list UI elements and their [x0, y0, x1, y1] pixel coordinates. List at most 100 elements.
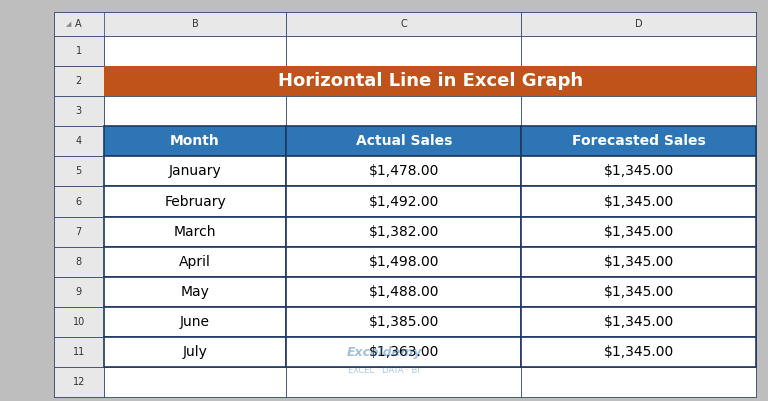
Bar: [54, 367, 104, 397]
Text: EXCEL · DATA · BI: EXCEL · DATA · BI: [348, 367, 420, 375]
Bar: [521, 156, 756, 186]
Text: $1,363.00: $1,363.00: [369, 345, 439, 359]
Bar: [54, 156, 104, 186]
Bar: [104, 66, 756, 96]
Bar: [521, 337, 756, 367]
Text: 1: 1: [76, 46, 81, 56]
Bar: [104, 12, 286, 36]
Text: Actual Sales: Actual Sales: [356, 134, 452, 148]
Bar: [286, 337, 521, 367]
Bar: [54, 307, 104, 337]
Text: Forecasted Sales: Forecasted Sales: [572, 134, 706, 148]
Bar: [286, 126, 521, 156]
Bar: [521, 277, 756, 307]
Bar: [286, 247, 521, 277]
Text: 11: 11: [73, 347, 84, 357]
Text: $1,488.00: $1,488.00: [369, 285, 439, 299]
Bar: [286, 217, 521, 247]
Bar: [521, 186, 756, 217]
Bar: [104, 277, 286, 307]
Bar: [54, 277, 104, 307]
Text: $1,345.00: $1,345.00: [604, 345, 674, 359]
Text: $1,385.00: $1,385.00: [369, 315, 439, 329]
Bar: [521, 36, 756, 66]
Text: April: April: [179, 255, 211, 269]
Bar: [521, 367, 756, 397]
Bar: [521, 247, 756, 277]
Text: ◢: ◢: [66, 21, 71, 27]
Bar: [54, 66, 104, 96]
Bar: [286, 156, 521, 186]
Bar: [54, 217, 104, 247]
Text: 6: 6: [76, 196, 81, 207]
Text: 5: 5: [75, 166, 82, 176]
Text: D: D: [635, 19, 643, 29]
Bar: [286, 96, 521, 126]
Bar: [286, 36, 521, 66]
Text: 3: 3: [76, 106, 81, 116]
Text: $1,498.00: $1,498.00: [369, 255, 439, 269]
Text: A: A: [75, 19, 82, 29]
Bar: [104, 337, 286, 367]
Text: $1,345.00: $1,345.00: [604, 164, 674, 178]
Bar: [286, 307, 521, 337]
Bar: [54, 126, 104, 156]
Text: 2: 2: [75, 76, 82, 86]
Bar: [104, 277, 286, 307]
Text: B: B: [192, 19, 198, 29]
Text: 4: 4: [76, 136, 81, 146]
Bar: [521, 307, 756, 337]
Text: 7: 7: [75, 227, 82, 237]
Bar: [521, 247, 756, 277]
Text: $1,492.00: $1,492.00: [369, 194, 439, 209]
Bar: [54, 337, 104, 367]
Bar: [104, 217, 286, 247]
Text: $1,345.00: $1,345.00: [604, 315, 674, 329]
Bar: [104, 36, 286, 66]
Text: February: February: [164, 194, 226, 209]
Bar: [104, 66, 286, 96]
Bar: [54, 186, 104, 217]
Bar: [286, 277, 521, 307]
Bar: [521, 186, 756, 217]
Bar: [521, 277, 756, 307]
Text: March: March: [174, 225, 217, 239]
Bar: [54, 96, 104, 126]
Bar: [104, 367, 286, 397]
Bar: [286, 247, 521, 277]
Bar: [104, 156, 286, 186]
Text: C: C: [401, 19, 407, 29]
Text: May: May: [180, 285, 210, 299]
Bar: [104, 247, 286, 277]
Bar: [521, 156, 756, 186]
Text: 8: 8: [76, 257, 81, 267]
Bar: [54, 12, 756, 36]
Text: 12: 12: [72, 377, 85, 387]
Bar: [286, 337, 521, 367]
Bar: [104, 307, 286, 337]
Bar: [286, 186, 521, 217]
Bar: [104, 96, 286, 126]
Text: June: June: [180, 315, 210, 329]
Bar: [104, 126, 286, 156]
Text: $1,345.00: $1,345.00: [604, 225, 674, 239]
Text: $1,345.00: $1,345.00: [604, 194, 674, 209]
Text: $1,478.00: $1,478.00: [369, 164, 439, 178]
Bar: [521, 66, 756, 96]
Bar: [521, 12, 756, 36]
Text: January: January: [169, 164, 221, 178]
Bar: [54, 247, 104, 277]
Bar: [104, 337, 286, 367]
Bar: [286, 367, 521, 397]
Bar: [286, 12, 521, 36]
Bar: [104, 247, 286, 277]
Bar: [104, 307, 286, 337]
Bar: [104, 186, 286, 217]
Text: $1,345.00: $1,345.00: [604, 285, 674, 299]
Text: Month: Month: [170, 134, 220, 148]
Bar: [521, 96, 756, 126]
Bar: [286, 156, 521, 186]
Bar: [521, 337, 756, 367]
Bar: [521, 126, 756, 156]
Bar: [286, 217, 521, 247]
